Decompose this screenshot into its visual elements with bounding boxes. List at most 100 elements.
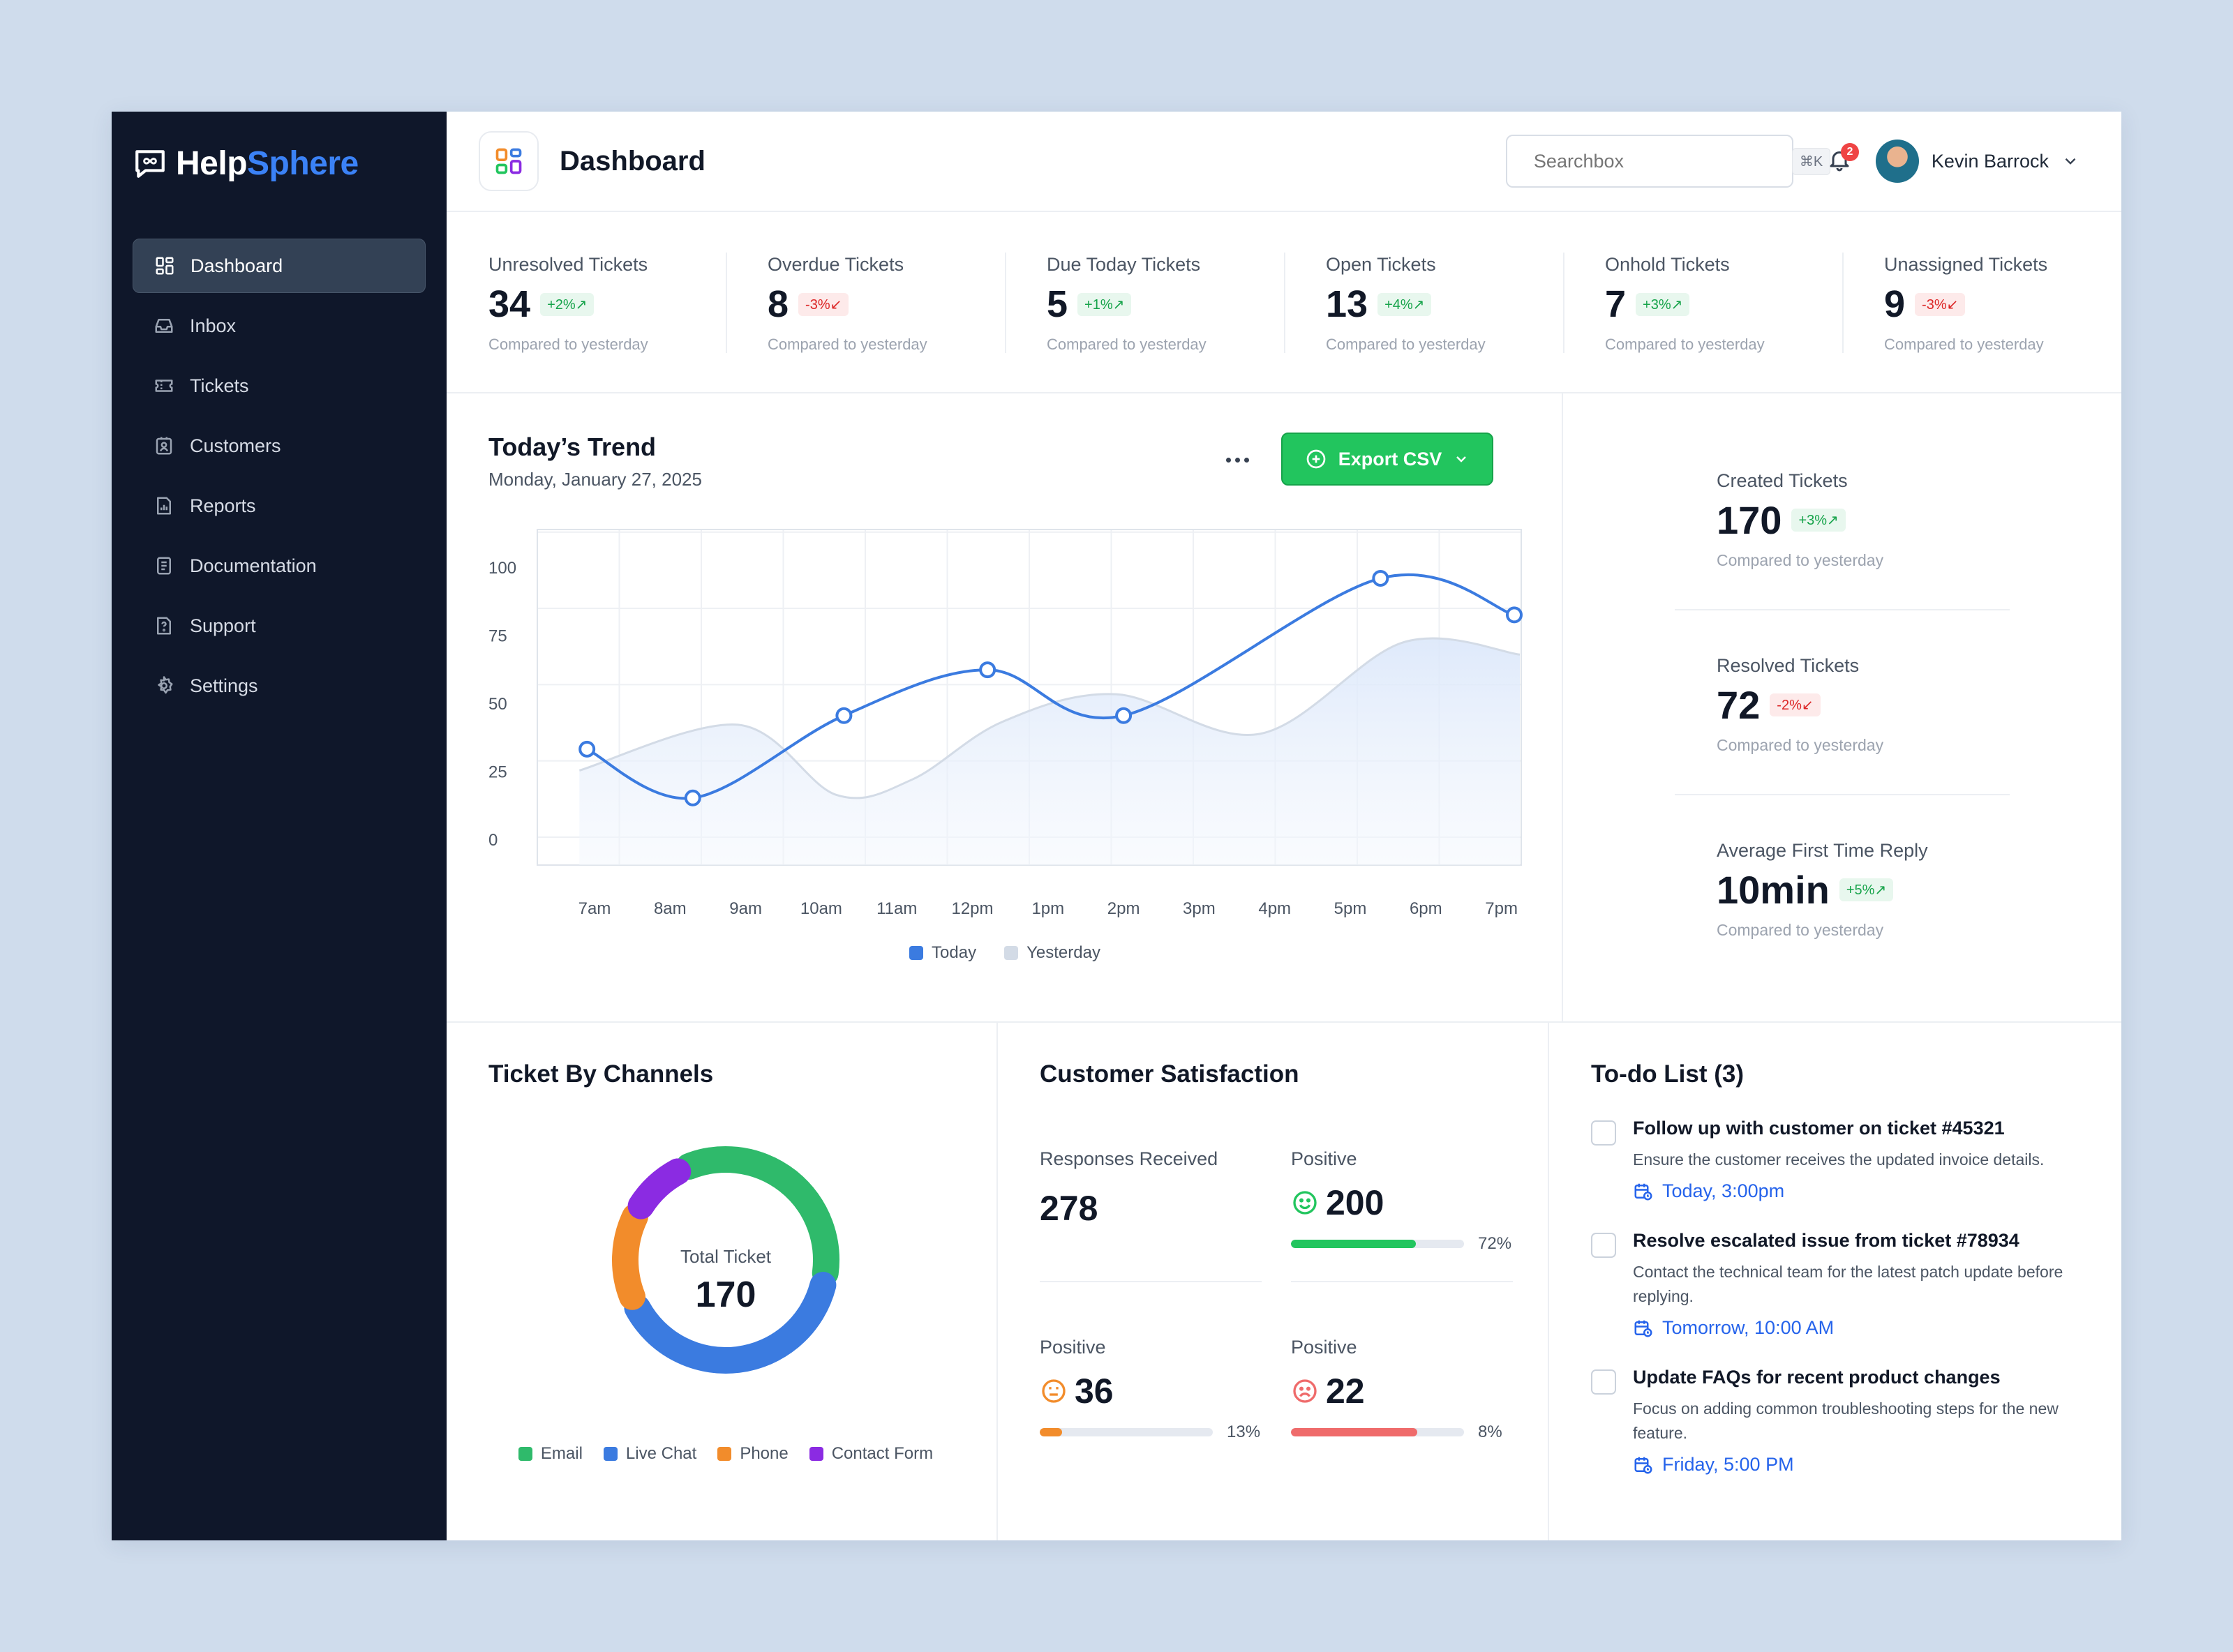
sidebar-item-support[interactable]: Support xyxy=(133,599,426,653)
x-tick-label: 7am xyxy=(578,899,611,918)
stat-value: 34 xyxy=(488,283,531,325)
satisfaction-bar xyxy=(1040,1428,1213,1436)
brand-logo[interactable]: HelpSphere xyxy=(133,112,426,215)
sidebar-item-reports[interactable]: Reports xyxy=(133,479,426,533)
todo-item-due: Tomorrow, 10:00 AM xyxy=(1633,1317,2079,1339)
stat-label: Onhold Tickets xyxy=(1605,254,1730,275)
todo-item-description: Ensure the customer receives the updated… xyxy=(1633,1150,2045,1169)
todo-checkbox[interactable] xyxy=(1591,1369,1616,1395)
stat-change-badge: +3%↗ xyxy=(1636,292,1690,316)
satisfaction-bar-fill xyxy=(1291,1240,1416,1248)
stat-unresolved-tickets: Unresolved Tickets 34 +2%↗ Compared to ye… xyxy=(488,212,726,392)
divider xyxy=(1040,1281,1262,1282)
search-input[interactable] xyxy=(1533,150,1781,172)
search-box[interactable]: ⌘K xyxy=(1505,135,1831,188)
sad-face-icon xyxy=(1293,1379,1317,1403)
satisfaction-title: Customer Satisfaction xyxy=(1040,1060,1299,1088)
stat-value: 13 xyxy=(1326,283,1368,325)
happy-face-icon xyxy=(1293,1191,1317,1215)
sidebar-item-inbox[interactable]: Inbox xyxy=(133,299,426,353)
export-csv-label: Export CSV xyxy=(1338,448,1442,470)
legend-swatch xyxy=(809,1447,823,1461)
page-icon xyxy=(479,131,539,191)
stat-change-badge: +3%↗ xyxy=(1791,509,1846,532)
stat-due-today-tickets: Due Today Tickets 5 +1%↗ Compared to yest… xyxy=(1005,212,1284,392)
satisfaction-value: 36 xyxy=(1075,1372,1114,1411)
stat-label: Overdue Tickets xyxy=(768,254,904,275)
legend-label: Phone xyxy=(740,1444,789,1463)
series-today-point xyxy=(835,707,853,724)
todo-item-title: Follow up with customer on ticket #45321 xyxy=(1633,1118,2005,1139)
legend-item-live-chat[interactable]: Live Chat xyxy=(603,1444,696,1464)
satisfaction-bar xyxy=(1291,1240,1464,1248)
stat-comparison: Compared to yesterday xyxy=(1884,336,2044,353)
sidebar-item-documentation[interactable]: Documentation xyxy=(133,539,426,593)
sidebar-item-tickets[interactable]: Tickets xyxy=(133,359,426,413)
legend-item-phone[interactable]: Phone xyxy=(717,1444,789,1464)
legend-item-contact-form[interactable]: Contact Form xyxy=(809,1444,933,1464)
todo-checkbox[interactable] xyxy=(1591,1233,1616,1258)
legend-item-email[interactable]: Email xyxy=(518,1444,583,1464)
stat-overdue-tickets: Overdue Tickets 8 -3%↙ Compared to yester… xyxy=(726,212,1005,392)
trend-chart: 100 75 50 25 0 7am 8am 9am 10am 11am 12pm 1pm 2pm 3pm… xyxy=(488,529,1523,918)
legend-item-today[interactable]: Today xyxy=(909,943,976,963)
middle-section: 100 75 50 25 0 7am 8am 9am 10am 11am 12pm 1pm 2pm 3pm… xyxy=(447,393,2121,1023)
stat-label: Unresolved Tickets xyxy=(488,254,648,275)
x-tick-label: 10am xyxy=(800,899,842,918)
x-tick-label: 12pm xyxy=(951,899,993,918)
chat-logo-icon xyxy=(135,150,165,178)
todo-checkbox[interactable] xyxy=(1591,1120,1616,1146)
page-title: Dashboard xyxy=(560,145,705,177)
sidebar-item-label: Tickets xyxy=(190,375,249,396)
sidebar-item-dashboard[interactable]: Dashboard xyxy=(133,239,426,293)
stat-value: 9 xyxy=(1884,283,1906,325)
sidebar: HelpSphere Dashboard Inbox Tickets Custo… xyxy=(112,112,447,1540)
series-today-point xyxy=(1372,569,1389,587)
legend-swatch xyxy=(717,1447,732,1461)
stat-label: Due Today Tickets xyxy=(1047,254,1201,275)
stat-change-badge: -3%↙ xyxy=(798,292,849,316)
legend-label: Email xyxy=(540,1444,583,1463)
responses-value: 278 xyxy=(1040,1189,1098,1228)
stat-unassigned-tickets: Unassigned Tickets 9 -3%↙ Compared to yes… xyxy=(1842,212,2121,392)
donut-slice xyxy=(624,1272,837,1374)
todo-item-due-text: Today, 3:00pm xyxy=(1662,1180,1785,1201)
satisfaction-percent: 13% xyxy=(1227,1422,1261,1441)
satisfaction-card: Customer Satisfaction Responses Received… xyxy=(998,1023,1549,1540)
todo-card: To-do List (3) Follow up with customer o… xyxy=(1549,1023,2121,1540)
channels-card: Ticket By Channels Total Ticket 170 Emai… xyxy=(447,1023,998,1540)
todo-item-description: Focus on adding common troubleshooting s… xyxy=(1633,1399,2059,1442)
export-csv-button[interactable]: Export CSV xyxy=(1281,433,1493,486)
more-options-button[interactable] xyxy=(1221,444,1253,476)
x-tick-label: 2pm xyxy=(1107,899,1140,918)
satisfaction-value: 200 xyxy=(1326,1183,1384,1222)
legend-item-yesterday[interactable]: Yesterday xyxy=(1004,943,1100,963)
chevron-down-icon xyxy=(2065,158,2076,165)
stat-change-badge: +2%↗ xyxy=(540,292,595,316)
satisfaction-bar-fill xyxy=(1291,1428,1418,1436)
stat-label: Average First Time Reply xyxy=(1717,840,1928,861)
stat-comparison: Compared to yesterday xyxy=(768,336,927,353)
search-shortcut: ⌘K xyxy=(1791,147,1831,175)
sidebar-item-customers[interactable]: Customers xyxy=(133,419,426,473)
summary-stats: Created Tickets 170 +3%↗ Compared to yest… xyxy=(1563,393,2121,1021)
legend-swatch xyxy=(909,946,924,960)
stat-label: Open Tickets xyxy=(1326,254,1436,275)
stat-change-badge: +1%↗ xyxy=(1077,292,1132,316)
inbox-icon xyxy=(155,319,173,333)
plus-circle-icon xyxy=(1306,449,1326,469)
calendar-clock-icon xyxy=(1634,1320,1652,1337)
user-menu[interactable]: Kevin Barrock xyxy=(1875,140,2079,183)
trend-date: Monday, January 27, 2025 xyxy=(488,469,702,490)
stat-comparison: Compared to yesterday xyxy=(1605,336,1765,353)
responses-received: Responses Received 278 xyxy=(1040,1148,1262,1229)
notifications-button[interactable]: 2 xyxy=(1827,143,1859,175)
sidebar-item-settings[interactable]: Settings xyxy=(133,659,426,713)
legend-swatch xyxy=(603,1447,618,1461)
todo-item: Follow up with customer on ticket #45321… xyxy=(1591,1118,2079,1202)
stat-average-first-reply: Average First Time Reply 10min +5%↗ Compa… xyxy=(1675,794,2010,979)
legend-swatch xyxy=(518,1447,532,1461)
sidebar-item-label: Reports xyxy=(190,495,256,516)
calendar-clock-icon xyxy=(1634,1183,1652,1200)
x-tick-label: 4pm xyxy=(1258,899,1291,918)
